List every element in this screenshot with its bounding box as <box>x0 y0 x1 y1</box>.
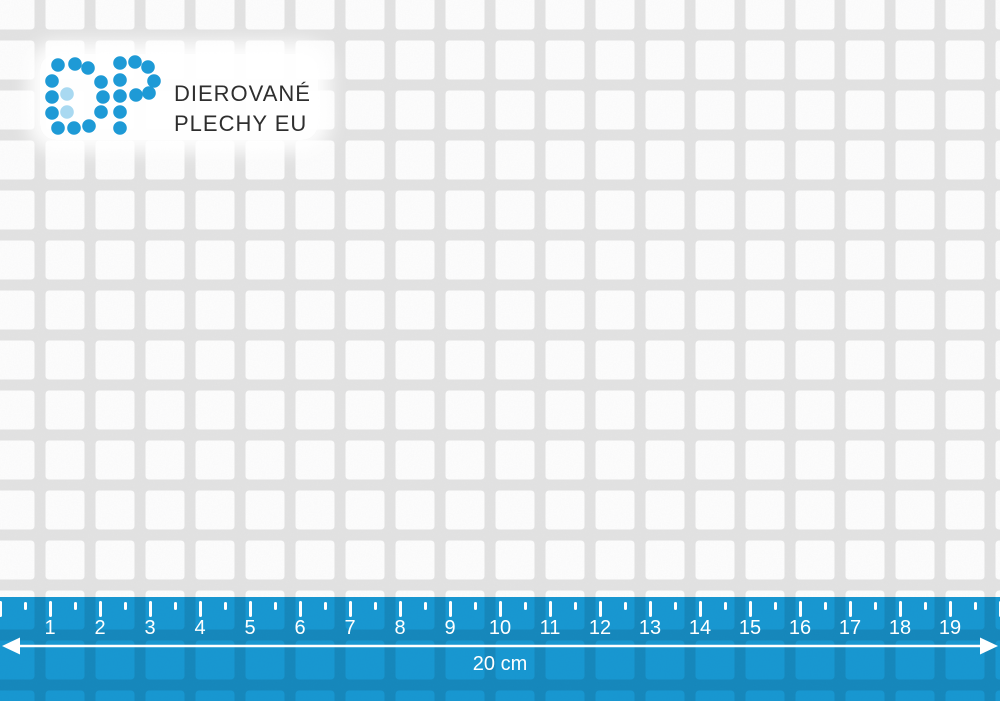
ruler-tick-minor <box>673 602 677 610</box>
monogram-dot-light <box>60 87 74 101</box>
monogram-dot <box>96 90 110 104</box>
ruler-tick-major <box>98 601 102 617</box>
monogram-dot <box>94 75 108 89</box>
ruler-number: 10 <box>488 617 512 639</box>
ruler-number: 3 <box>144 617 156 639</box>
monogram-dot <box>113 105 127 119</box>
ruler-tick-major <box>148 601 152 617</box>
ruler-number: 2 <box>94 617 106 639</box>
ruler-tick-minor <box>23 602 27 610</box>
ruler-tick-minor <box>723 602 727 610</box>
ruler-number: 17 <box>838 617 862 639</box>
ruler-number: 15 <box>738 617 762 639</box>
ruler-tick-major <box>448 601 452 617</box>
ruler-tick-minor <box>573 602 577 610</box>
ruler-tick-minor <box>173 602 177 610</box>
ruler-number: 6 <box>294 617 306 639</box>
monogram-dot <box>94 105 108 119</box>
ruler-tick-minor <box>923 602 927 610</box>
ruler-tick-minor <box>623 602 627 610</box>
ruler-number: 18 <box>888 617 912 639</box>
monogram-dot <box>67 121 81 135</box>
ruler-tick-major <box>648 601 652 617</box>
arrow-head-left <box>2 637 20 655</box>
monogram-dot <box>45 90 59 104</box>
monogram-dot <box>113 56 127 70</box>
ruler-number: 14 <box>688 617 712 639</box>
arrow-head-right <box>980 637 998 655</box>
ruler-tick-minor <box>323 602 327 610</box>
monogram-dot <box>128 55 142 69</box>
ruler-tick-major <box>748 601 752 617</box>
ruler-number: 4 <box>194 617 206 639</box>
ruler-tick-major <box>398 601 402 617</box>
ruler-tick-major <box>48 601 52 617</box>
measurement-ruler: 1 2 3 4 5 6 7 8 9 10 11 12 13 14 15 16 17 18 19 20 cm <box>0 597 1000 701</box>
brand-name: DIEROVANÉ PLECHY EU <box>174 79 311 139</box>
ruler-tick-major <box>498 601 502 617</box>
ruler-tick-major <box>548 601 552 617</box>
ruler-number: 7 <box>344 617 356 639</box>
monogram-dot <box>142 86 156 100</box>
ruler-number: 13 <box>638 617 662 639</box>
ruler-number: 11 <box>539 617 561 639</box>
ruler-tick-major <box>848 601 852 617</box>
ruler-tick-minor <box>473 602 477 610</box>
ruler-tick-minor <box>223 602 227 610</box>
ruler-number: 12 <box>588 617 612 639</box>
ruler-tick-minor <box>273 602 277 610</box>
ruler-tick-major <box>248 601 252 617</box>
ruler-tick-major <box>998 601 1000 617</box>
ruler-tick-major <box>898 601 902 617</box>
ruler-tick-minor <box>973 602 977 610</box>
monogram-dot <box>68 57 82 71</box>
monogram-dot <box>147 74 161 88</box>
ruler-number: 1 <box>44 617 56 639</box>
ruler-tick-minor <box>73 602 77 610</box>
ruler-tick-major <box>948 601 952 617</box>
monogram-dot <box>81 61 95 75</box>
ruler-tick-minor <box>423 602 427 610</box>
monogram-dot <box>113 73 127 87</box>
brand-line-2: PLECHY EU <box>174 111 308 136</box>
ruler-tick-minor <box>523 602 527 610</box>
monogram-dot <box>82 119 96 133</box>
brand-line-1: DIEROVANÉ <box>174 81 311 106</box>
ruler-tick-major <box>698 601 702 617</box>
ruler-tick-major <box>0 601 2 617</box>
monogram-dot-light <box>60 105 74 119</box>
ruler-number: 5 <box>244 617 256 639</box>
ruler-tick-minor <box>823 602 827 610</box>
ruler-tick-major <box>198 601 202 617</box>
ruler-tick-minor <box>373 602 377 610</box>
monogram-dot <box>51 58 65 72</box>
monogram-dot <box>45 106 59 120</box>
monogram-dot <box>51 121 65 135</box>
dp-monogram-icon <box>45 55 161 135</box>
ruler-number: 9 <box>444 617 456 639</box>
ruler-length-label: 20 cm <box>472 653 528 675</box>
ruler-tick-major <box>598 601 602 617</box>
ruler-tick-minor <box>123 602 127 610</box>
monogram-dot <box>113 121 127 135</box>
monogram-dot <box>45 74 59 88</box>
ruler-tick-major <box>348 601 352 617</box>
ruler-tick-minor <box>773 602 777 610</box>
ruler-tick-minor <box>873 602 877 610</box>
monogram-dot <box>113 89 127 103</box>
monogram-dot <box>141 60 155 74</box>
ruler-number: 8 <box>394 617 406 639</box>
ruler-number: 19 <box>938 617 962 639</box>
ruler-tick-major <box>298 601 302 617</box>
ruler-number: 16 <box>788 617 812 639</box>
ruler-tick-major <box>798 601 802 617</box>
monogram-dot <box>129 88 143 102</box>
double-arrow-icon <box>2 637 998 655</box>
